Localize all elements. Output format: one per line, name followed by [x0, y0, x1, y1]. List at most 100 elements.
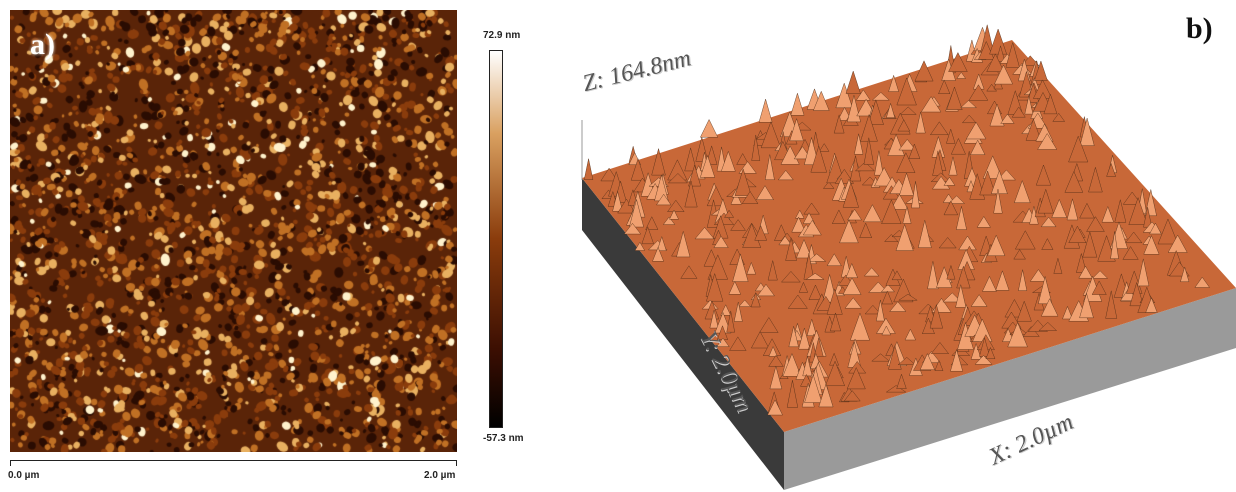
- surface-peak: [1086, 216, 1105, 232]
- surface-peak: [796, 239, 812, 259]
- surface-peak: [768, 346, 778, 357]
- surface-peak: [919, 353, 935, 370]
- surface-peak: [887, 133, 905, 156]
- surface-peak: [943, 176, 956, 186]
- surface-peak: [938, 237, 957, 249]
- surface-peak: [802, 219, 822, 236]
- surface-peak: [645, 216, 659, 230]
- surface-peak: [956, 265, 971, 289]
- surface-peak: [864, 305, 882, 315]
- surface-peak: [756, 185, 774, 200]
- surface-peak: [930, 342, 950, 354]
- surface-peak: [1114, 199, 1127, 223]
- surface-peak: [898, 138, 916, 151]
- surface-peak: [732, 253, 749, 282]
- surface-peak: [956, 71, 967, 79]
- surface-peak: [845, 70, 861, 94]
- height-color-bar: [489, 50, 503, 428]
- surface-peak: [750, 292, 761, 308]
- surface-peak: [826, 253, 842, 266]
- surface-peak: [676, 230, 691, 258]
- surface-peak: [884, 234, 899, 242]
- surface-peak: [805, 273, 825, 280]
- surface-peak: [810, 145, 827, 173]
- surface-peak: [754, 225, 768, 241]
- surface-peak: [881, 290, 893, 305]
- surface-peak: [798, 327, 811, 350]
- surface-peak: [948, 195, 965, 204]
- surface-peak: [802, 356, 813, 377]
- surface-peak: [1180, 266, 1190, 282]
- surface-peak: [787, 294, 808, 309]
- surface-peak: [804, 374, 823, 403]
- surface-peak: [825, 360, 845, 386]
- surface-peak: [1088, 166, 1103, 193]
- surface-peak: [1076, 252, 1087, 273]
- surface-peak: [950, 348, 963, 372]
- surface-peak: [798, 281, 809, 293]
- surface-peak: [978, 40, 995, 60]
- surface-peak: [1013, 179, 1031, 203]
- surface-peak: [1128, 197, 1148, 225]
- surface-peak: [818, 383, 834, 408]
- surface-peak: [1040, 216, 1057, 227]
- surface-peak: [1101, 205, 1114, 223]
- surface-peak: [694, 227, 715, 240]
- surface-peak: [724, 209, 735, 218]
- surface-peak: [688, 164, 701, 187]
- surface-top: [582, 40, 1236, 432]
- surface-peak: [634, 241, 646, 251]
- surface-peak: [982, 275, 997, 292]
- surface-peak: [1091, 280, 1107, 295]
- scale-start-label: 0.0 µm: [8, 470, 40, 481]
- surface-peak: [1013, 249, 1026, 260]
- surface-peak: [726, 310, 735, 333]
- surface-peak: [1122, 191, 1142, 205]
- surface-peak: [709, 309, 719, 329]
- scale-tick-end: [456, 460, 457, 466]
- surface-peak: [680, 265, 698, 279]
- surface-peak: [684, 147, 697, 172]
- surface-peak: [904, 328, 916, 341]
- surface-peak: [656, 193, 672, 206]
- surface-peak: [803, 202, 820, 215]
- surface-peak: [911, 181, 920, 209]
- surface-peak: [842, 181, 859, 208]
- surface-peak: [728, 280, 742, 295]
- surface-peak: [667, 173, 688, 184]
- surface-peak: [1005, 41, 1020, 68]
- surface-peak: [902, 206, 912, 224]
- surface-peak: [759, 317, 779, 333]
- surface-peak: [929, 303, 943, 329]
- surface-peak: [1122, 246, 1139, 260]
- surface-peak: [583, 158, 594, 180]
- surface-peak: [1000, 113, 1015, 124]
- surface-peak: [948, 52, 968, 72]
- surface-peak: [1051, 198, 1068, 218]
- surface-peak: [1043, 93, 1058, 115]
- surface-peak: [938, 79, 951, 94]
- surface-peak: [769, 365, 783, 390]
- surface-peak: [1157, 218, 1179, 245]
- surface-peak: [890, 194, 909, 210]
- surface-peak: [942, 292, 962, 303]
- surface-peak: [1037, 133, 1058, 150]
- scale-end-label: 2.0 µm: [424, 470, 456, 481]
- surface-peak: [897, 357, 916, 365]
- surface-peak: [942, 193, 955, 203]
- surface-peak: [1053, 257, 1063, 274]
- surface-peak: [742, 222, 762, 248]
- surface-peak: [757, 284, 775, 297]
- surface-peak: [617, 198, 636, 214]
- surface-peak: [1149, 222, 1162, 235]
- surface-peaks: [583, 24, 1210, 416]
- surface-peak: [920, 96, 942, 113]
- surface-peak: [843, 390, 861, 402]
- surface-peak: [915, 111, 926, 134]
- surface-peak: [1194, 276, 1210, 288]
- surface-peak: [651, 147, 666, 176]
- surface-peak: [767, 399, 783, 416]
- surface-peak: [979, 170, 996, 196]
- surface-peak: [874, 167, 895, 187]
- color-bar-min-label: -57.3 nm: [483, 433, 524, 444]
